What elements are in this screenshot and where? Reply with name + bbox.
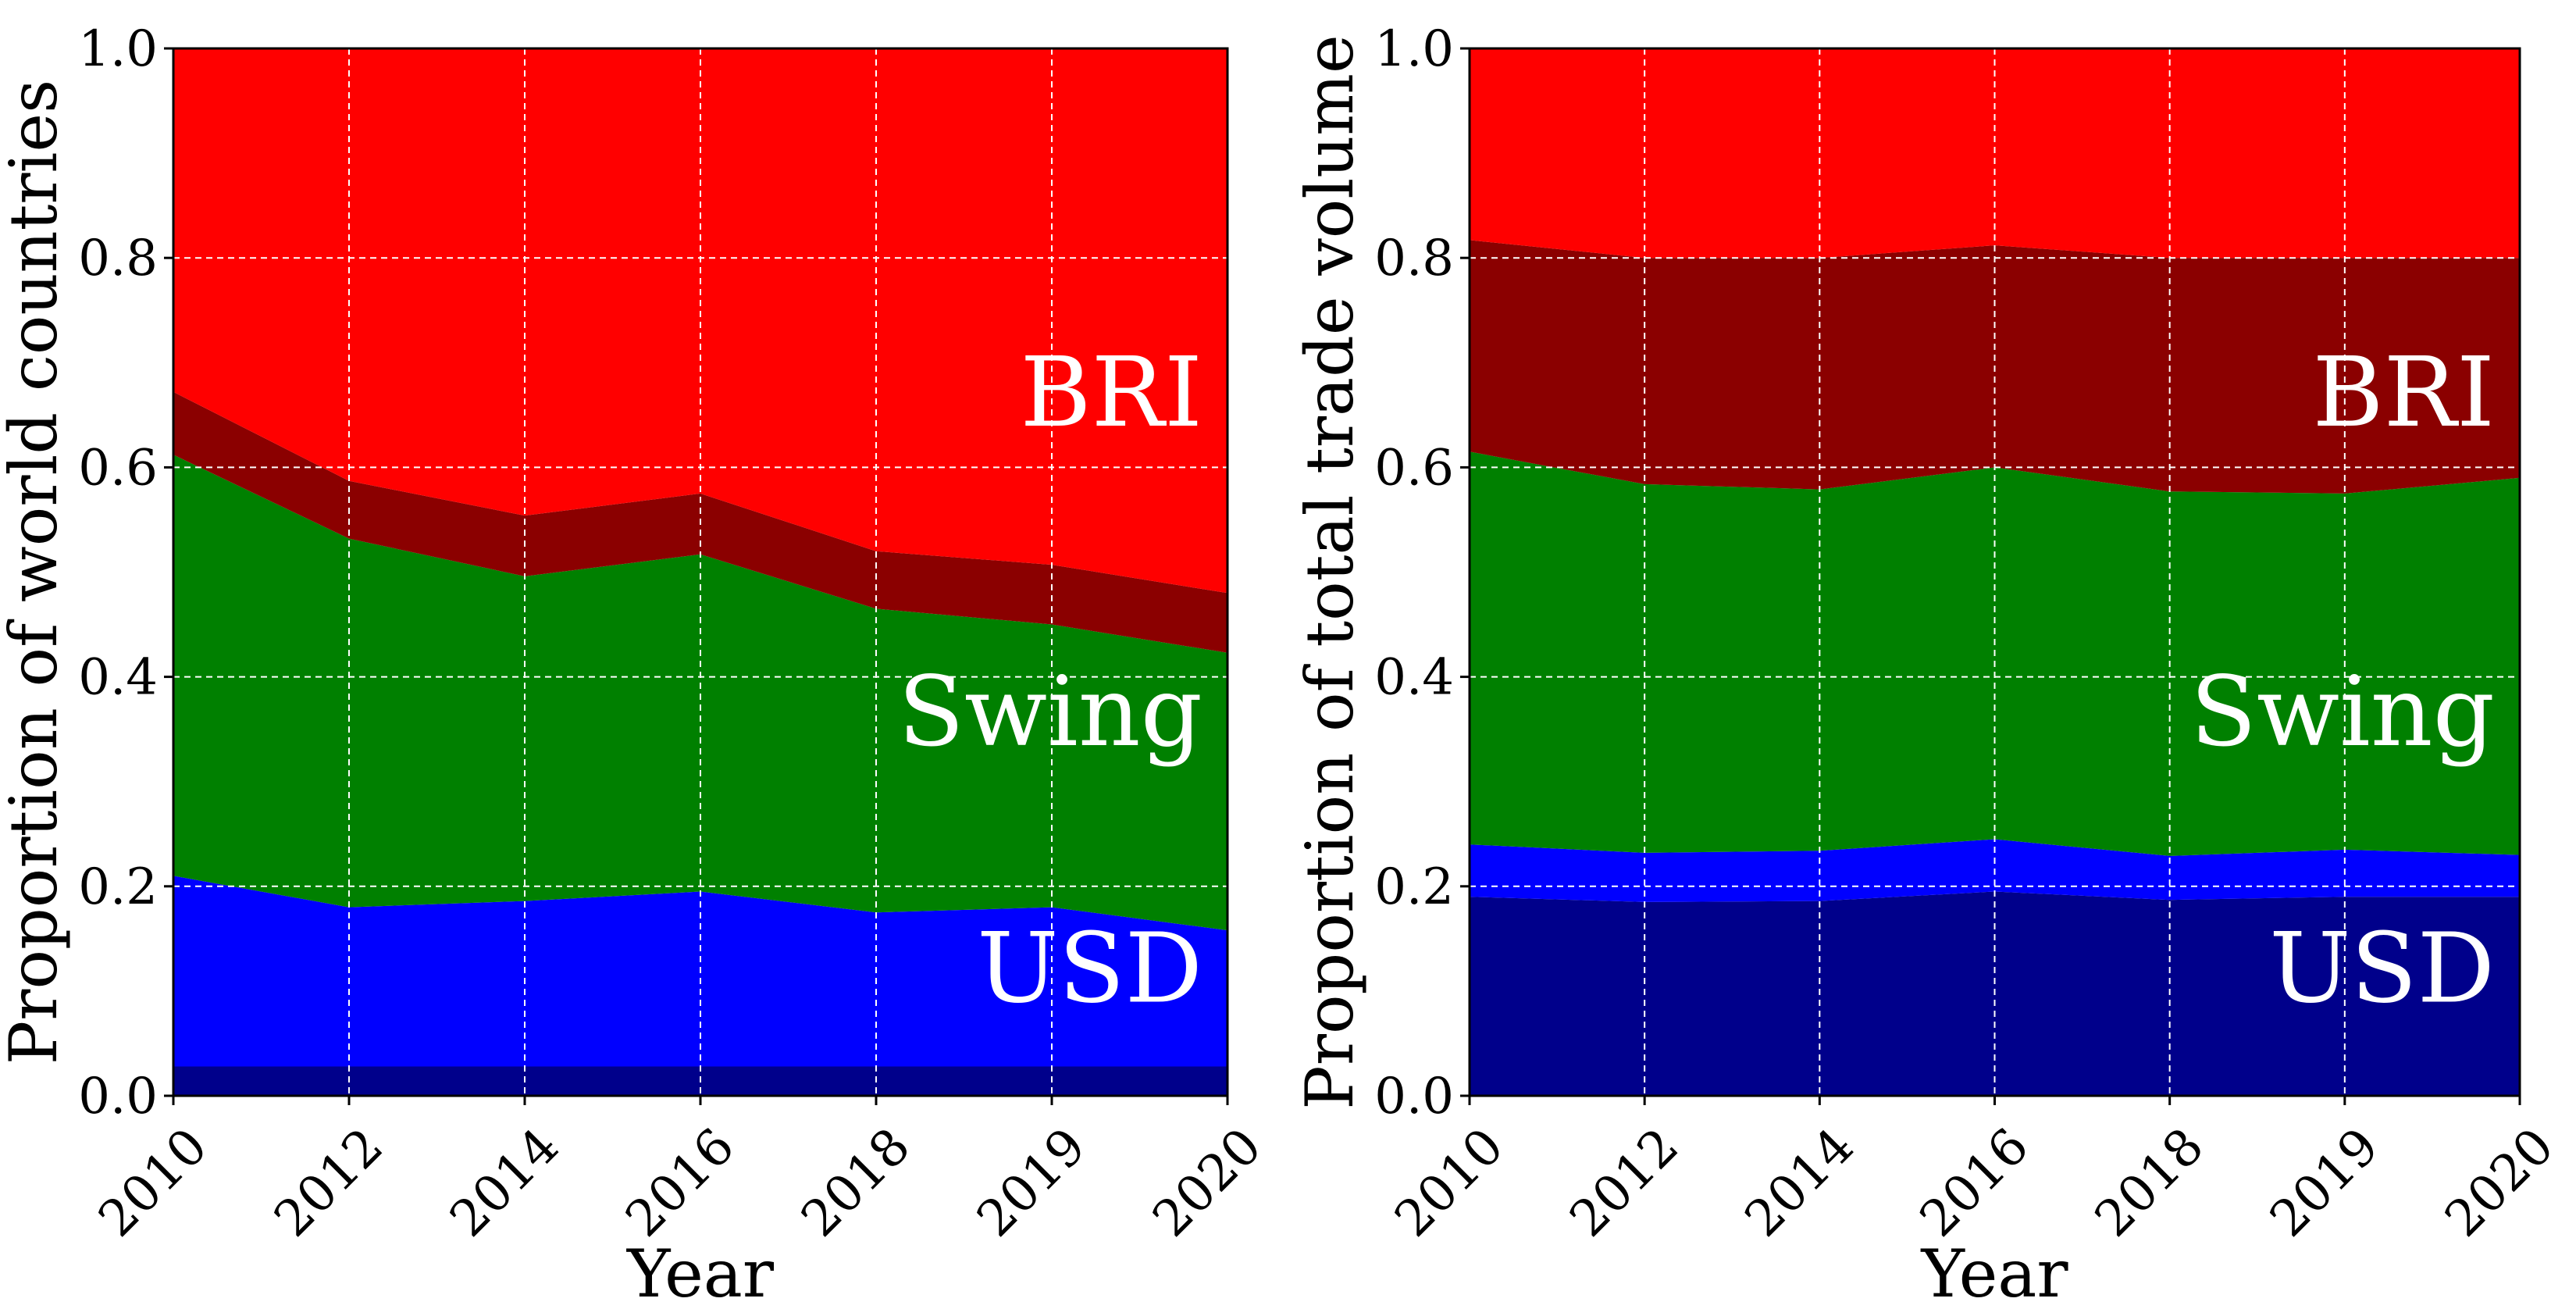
band-label-usd: USD	[977, 912, 1202, 1025]
band-label-usd: USD	[2269, 912, 2495, 1025]
x-tick-label: 2016	[615, 1118, 746, 1248]
x-tick-label: 2018	[791, 1118, 921, 1248]
x-tick-label: 2014	[440, 1118, 570, 1248]
y-tick-label: 1.0	[78, 20, 158, 78]
x-tick-label: 2020	[1142, 1118, 1273, 1248]
x-tick-label: 2019	[2259, 1118, 2389, 1248]
x-tick-label: 2020	[2435, 1118, 2565, 1248]
x-tick-label: 2012	[264, 1118, 394, 1248]
y-tick-label: 0.0	[1374, 1068, 1454, 1125]
x-tick-label: 2010	[88, 1118, 219, 1248]
band-label-bri: BRI	[2313, 337, 2495, 449]
y-tick-label: 0.8	[78, 230, 158, 287]
band-label-swing: Swing	[898, 656, 1202, 769]
y-axis-title: Proportion of total trade volume	[1292, 34, 1368, 1109]
y-tick-label: 0.6	[78, 439, 158, 497]
y-tick-label: 0.8	[1374, 230, 1454, 287]
x-axis-title: Year	[626, 1236, 775, 1309]
y-tick-label: 0.0	[78, 1068, 158, 1125]
x-tick-label: 2019	[967, 1118, 1097, 1248]
area-band-4	[1470, 48, 2520, 259]
y-tick-label: 0.4	[78, 649, 158, 707]
y-tick-label: 0.6	[1374, 439, 1454, 497]
x-axis-title: Year	[1920, 1236, 2068, 1309]
area-band-2	[173, 455, 1227, 931]
x-tick-label: 2016	[1909, 1118, 2040, 1248]
y-tick-label: 0.4	[1374, 649, 1454, 707]
right-chart-panel: 0.0 0.2 0.4 0.6 0.8 1.0 2010 2012 2014 2016 2018 20…	[1292, 20, 2565, 1309]
x-tick-label: 2012	[1559, 1118, 1690, 1248]
area-band-4	[173, 48, 1227, 594]
y-tick-label: 0.2	[1374, 858, 1454, 916]
band-label-bri: BRI	[1021, 337, 1202, 449]
y-axis-title: Proportion of world countries	[0, 80, 72, 1065]
x-tick-label: 2010	[1384, 1118, 1515, 1248]
x-tick-label: 2014	[1734, 1118, 1865, 1248]
left-chart-panel: 0.0 0.2 0.4 0.6 0.8 1.0 2010 2012 2014 2016 2018 20…	[0, 20, 1273, 1309]
y-tick-label: 1.0	[1374, 20, 1454, 78]
x-tick-label: 2018	[2084, 1118, 2214, 1248]
y-tick-label: 0.2	[78, 858, 158, 916]
band-label-swing: Swing	[2190, 656, 2495, 769]
